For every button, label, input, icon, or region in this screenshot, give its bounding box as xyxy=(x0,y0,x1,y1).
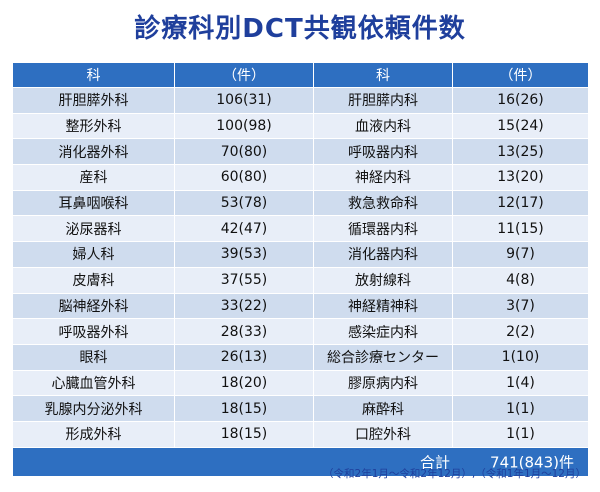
count-right: 16(26) xyxy=(452,87,589,114)
department-right: 口腔外科 xyxy=(313,420,453,448)
table-row: 脳神経外科 33(22) 神経精神科 3(7) xyxy=(12,292,589,320)
count-left: 18(15) xyxy=(174,420,314,448)
count-left: 53(78) xyxy=(174,189,314,217)
table-body: 肝胆膵外科 106(31) 肝胆膵内科 16(26) 整形外科 100(98) 血液内科 15… xyxy=(12,87,589,448)
department-right: 循環器内科 xyxy=(313,215,453,243)
header-count-right: （件） xyxy=(452,62,589,88)
page-title: 診療科別DCT共観依頼件数 xyxy=(134,14,466,44)
table-row: 心臓血管外科 18(20) 膠原病内科 1(4) xyxy=(12,369,589,397)
count-left: 100(98) xyxy=(174,112,314,140)
total-label: 合計 xyxy=(419,453,450,472)
count-left: 106(31) xyxy=(174,87,314,114)
table-row: 眼科 26(13) 総合診療センター 1(10) xyxy=(12,343,589,371)
count-right: 13(20) xyxy=(452,164,589,191)
department-left: 乳腺内分泌外科 xyxy=(12,395,175,422)
department-right: 救急救命科 xyxy=(313,189,453,217)
header-department-right: 科 xyxy=(313,62,453,88)
count-left: 37(55) xyxy=(174,266,314,294)
header-department-left: 科 xyxy=(12,62,175,88)
table-row: 整形外科 100(98) 血液内科 15(24) xyxy=(12,112,589,140)
table-row: 消化器外科 70(80) 呼吸器内科 13(25) xyxy=(12,138,589,166)
count-right: 1(1) xyxy=(452,420,589,448)
count-left: 28(33) xyxy=(174,318,314,345)
total-cell: 合計 741(843)件 xyxy=(12,446,589,477)
department-right: 麻酔科 xyxy=(313,395,453,422)
consultation-count-table: 科 （件） 科 （件） 肝胆膵外科 106(31) 肝胆膵内科 16(26) 整形外科 1… xyxy=(12,62,589,477)
period-footnote: （令和2年1月～令和2年12月）,（令和1年1月～12月） xyxy=(323,468,586,480)
table-row: 産科 60(80) 神経内科 13(20) xyxy=(12,164,589,191)
count-left: 42(47) xyxy=(174,215,314,243)
department-left: 肝胆膵外科 xyxy=(12,87,175,114)
count-right: 3(7) xyxy=(452,292,589,320)
count-right: 1(10) xyxy=(452,343,589,371)
department-left: 耳鼻咽喉科 xyxy=(12,189,175,217)
table-row: 耳鼻咽喉科 53(78) 救急救命科 12(17) xyxy=(12,189,589,217)
count-left: 70(80) xyxy=(174,138,314,166)
count-right: 4(8) xyxy=(452,266,589,294)
count-right: 15(24) xyxy=(452,112,589,140)
department-right: 放射線科 xyxy=(313,266,453,294)
department-right: 消化器内科 xyxy=(313,241,453,268)
table-row: 泌尿器科 42(47) 循環器内科 11(15) xyxy=(12,215,589,243)
department-left: 泌尿器科 xyxy=(12,215,175,243)
department-right: 呼吸器内科 xyxy=(313,138,453,166)
count-right: 11(15) xyxy=(452,215,589,243)
department-left: 呼吸器外科 xyxy=(12,318,175,345)
department-left: 皮膚科 xyxy=(12,266,175,294)
count-left: 60(80) xyxy=(174,164,314,191)
count-right: 1(1) xyxy=(452,395,589,422)
table-row: 皮膚科 37(55) 放射線科 4(8) xyxy=(12,266,589,294)
department-left: 整形外科 xyxy=(12,112,175,140)
department-right: 総合診療センター xyxy=(313,343,453,371)
count-right: 12(17) xyxy=(452,189,589,217)
header-count-left: （件） xyxy=(174,62,314,88)
department-left: 消化器外科 xyxy=(12,138,175,166)
count-left: 33(22) xyxy=(174,292,314,320)
total-row: 合計 741(843)件 xyxy=(12,446,589,477)
department-right: 神経内科 xyxy=(313,164,453,191)
department-right: 肝胆膵内科 xyxy=(313,87,453,114)
department-right: 感染症内科 xyxy=(313,318,453,345)
table-row: 乳腺内分泌外科 18(15) 麻酔科 1(1) xyxy=(12,395,589,422)
count-right: 13(25) xyxy=(452,138,589,166)
total-value: 741(843)件 xyxy=(490,453,574,472)
table-header-row: 科 （件） 科 （件） xyxy=(12,62,589,88)
count-right: 9(7) xyxy=(452,241,589,268)
count-left: 18(15) xyxy=(174,395,314,422)
department-left: 脳神経外科 xyxy=(12,292,175,320)
department-left: 心臓血管外科 xyxy=(12,369,175,397)
table-row: 形成外科 18(15) 口腔外科 1(1) xyxy=(12,420,589,448)
count-right: 1(4) xyxy=(452,369,589,397)
table-row: 肝胆膵外科 106(31) 肝胆膵内科 16(26) xyxy=(12,87,589,114)
table-row: 呼吸器外科 28(33) 感染症内科 2(2) xyxy=(12,318,589,345)
department-left: 形成外科 xyxy=(12,420,175,448)
department-left: 眼科 xyxy=(12,343,175,371)
department-left: 婦人科 xyxy=(12,241,175,268)
department-right: 血液内科 xyxy=(313,112,453,140)
department-right: 膠原病内科 xyxy=(313,369,453,397)
department-left: 産科 xyxy=(12,164,175,191)
count-left: 39(53) xyxy=(174,241,314,268)
department-right: 神経精神科 xyxy=(313,292,453,320)
count-left: 18(20) xyxy=(174,369,314,397)
table-row: 婦人科 39(53) 消化器内科 9(7) xyxy=(12,241,589,268)
count-left: 26(13) xyxy=(174,343,314,371)
count-right: 2(2) xyxy=(452,318,589,345)
